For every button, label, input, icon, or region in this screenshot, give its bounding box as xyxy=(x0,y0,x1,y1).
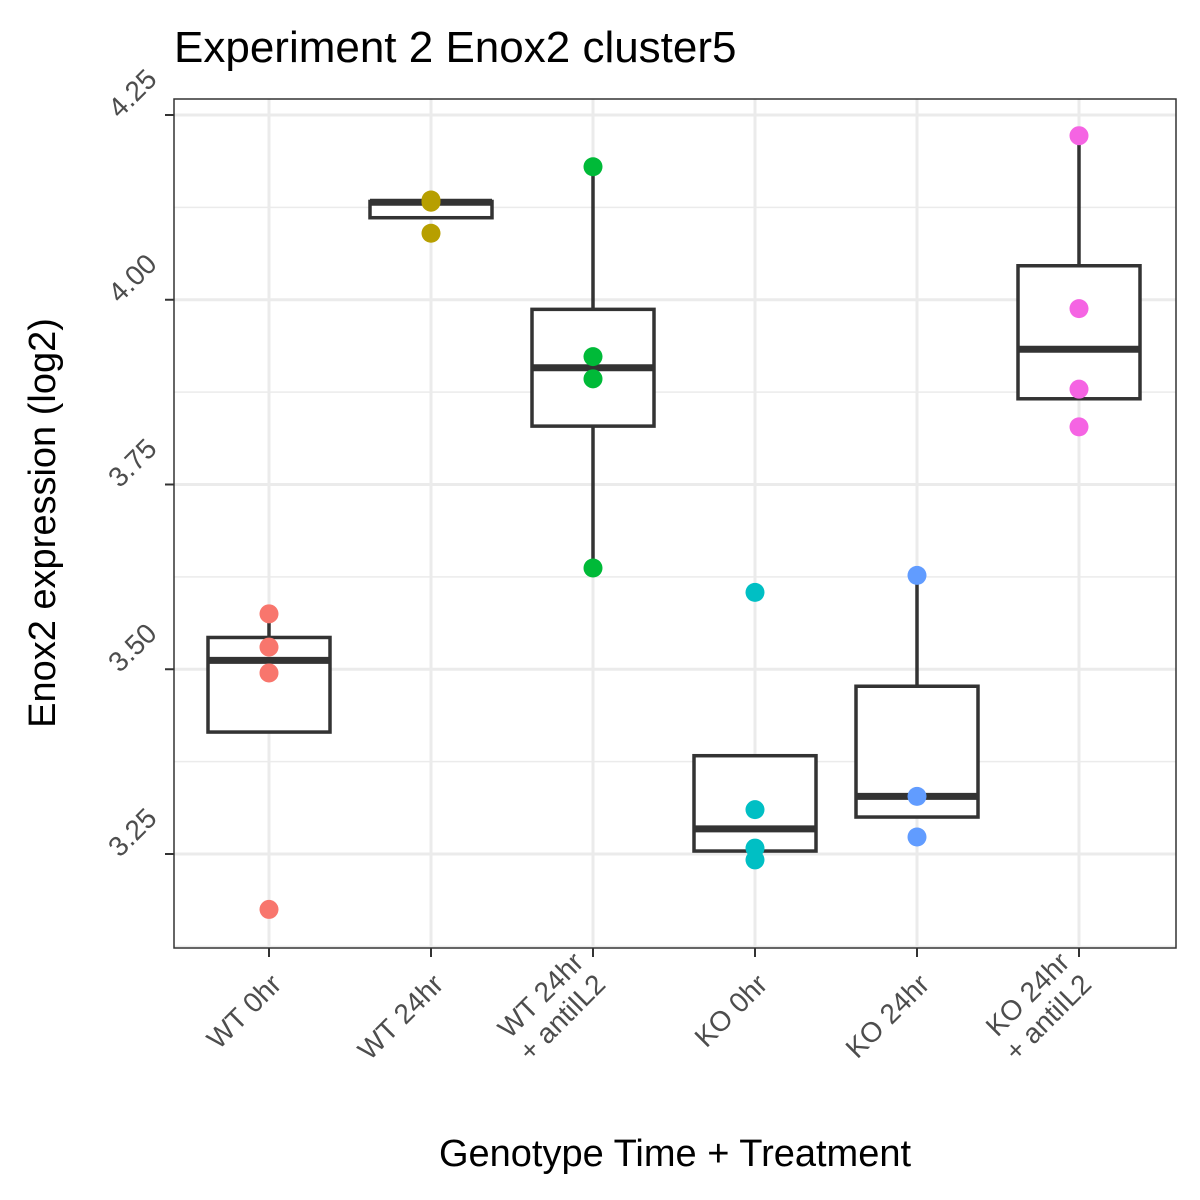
data-point xyxy=(745,800,765,820)
data-point xyxy=(1069,126,1089,146)
data-point xyxy=(745,850,765,870)
data-point xyxy=(421,223,441,243)
data-point xyxy=(421,192,441,212)
data-point xyxy=(259,604,279,624)
data-point xyxy=(583,157,603,177)
data-points xyxy=(259,126,1089,919)
data-point xyxy=(907,786,927,806)
y-axis-title: Enox2 expression (log2) xyxy=(22,318,64,728)
data-point xyxy=(1069,417,1089,437)
data-point xyxy=(907,827,927,847)
data-point xyxy=(1069,379,1089,399)
chart-title: Experiment 2 Enox2 cluster5 xyxy=(174,23,737,72)
plot-panel-border xyxy=(173,98,1177,949)
data-point xyxy=(259,899,279,919)
data-point xyxy=(259,637,279,657)
data-point xyxy=(583,369,603,389)
minor-gridlines xyxy=(174,206,1176,948)
data-point xyxy=(583,347,603,367)
data-point xyxy=(1069,299,1089,319)
data-point xyxy=(259,663,279,683)
data-point xyxy=(745,582,765,602)
box-iqr xyxy=(1016,264,1142,401)
x-axis-title: Genotype Time + Treatment xyxy=(439,1133,912,1175)
data-point xyxy=(583,558,603,578)
data-point xyxy=(907,565,927,585)
